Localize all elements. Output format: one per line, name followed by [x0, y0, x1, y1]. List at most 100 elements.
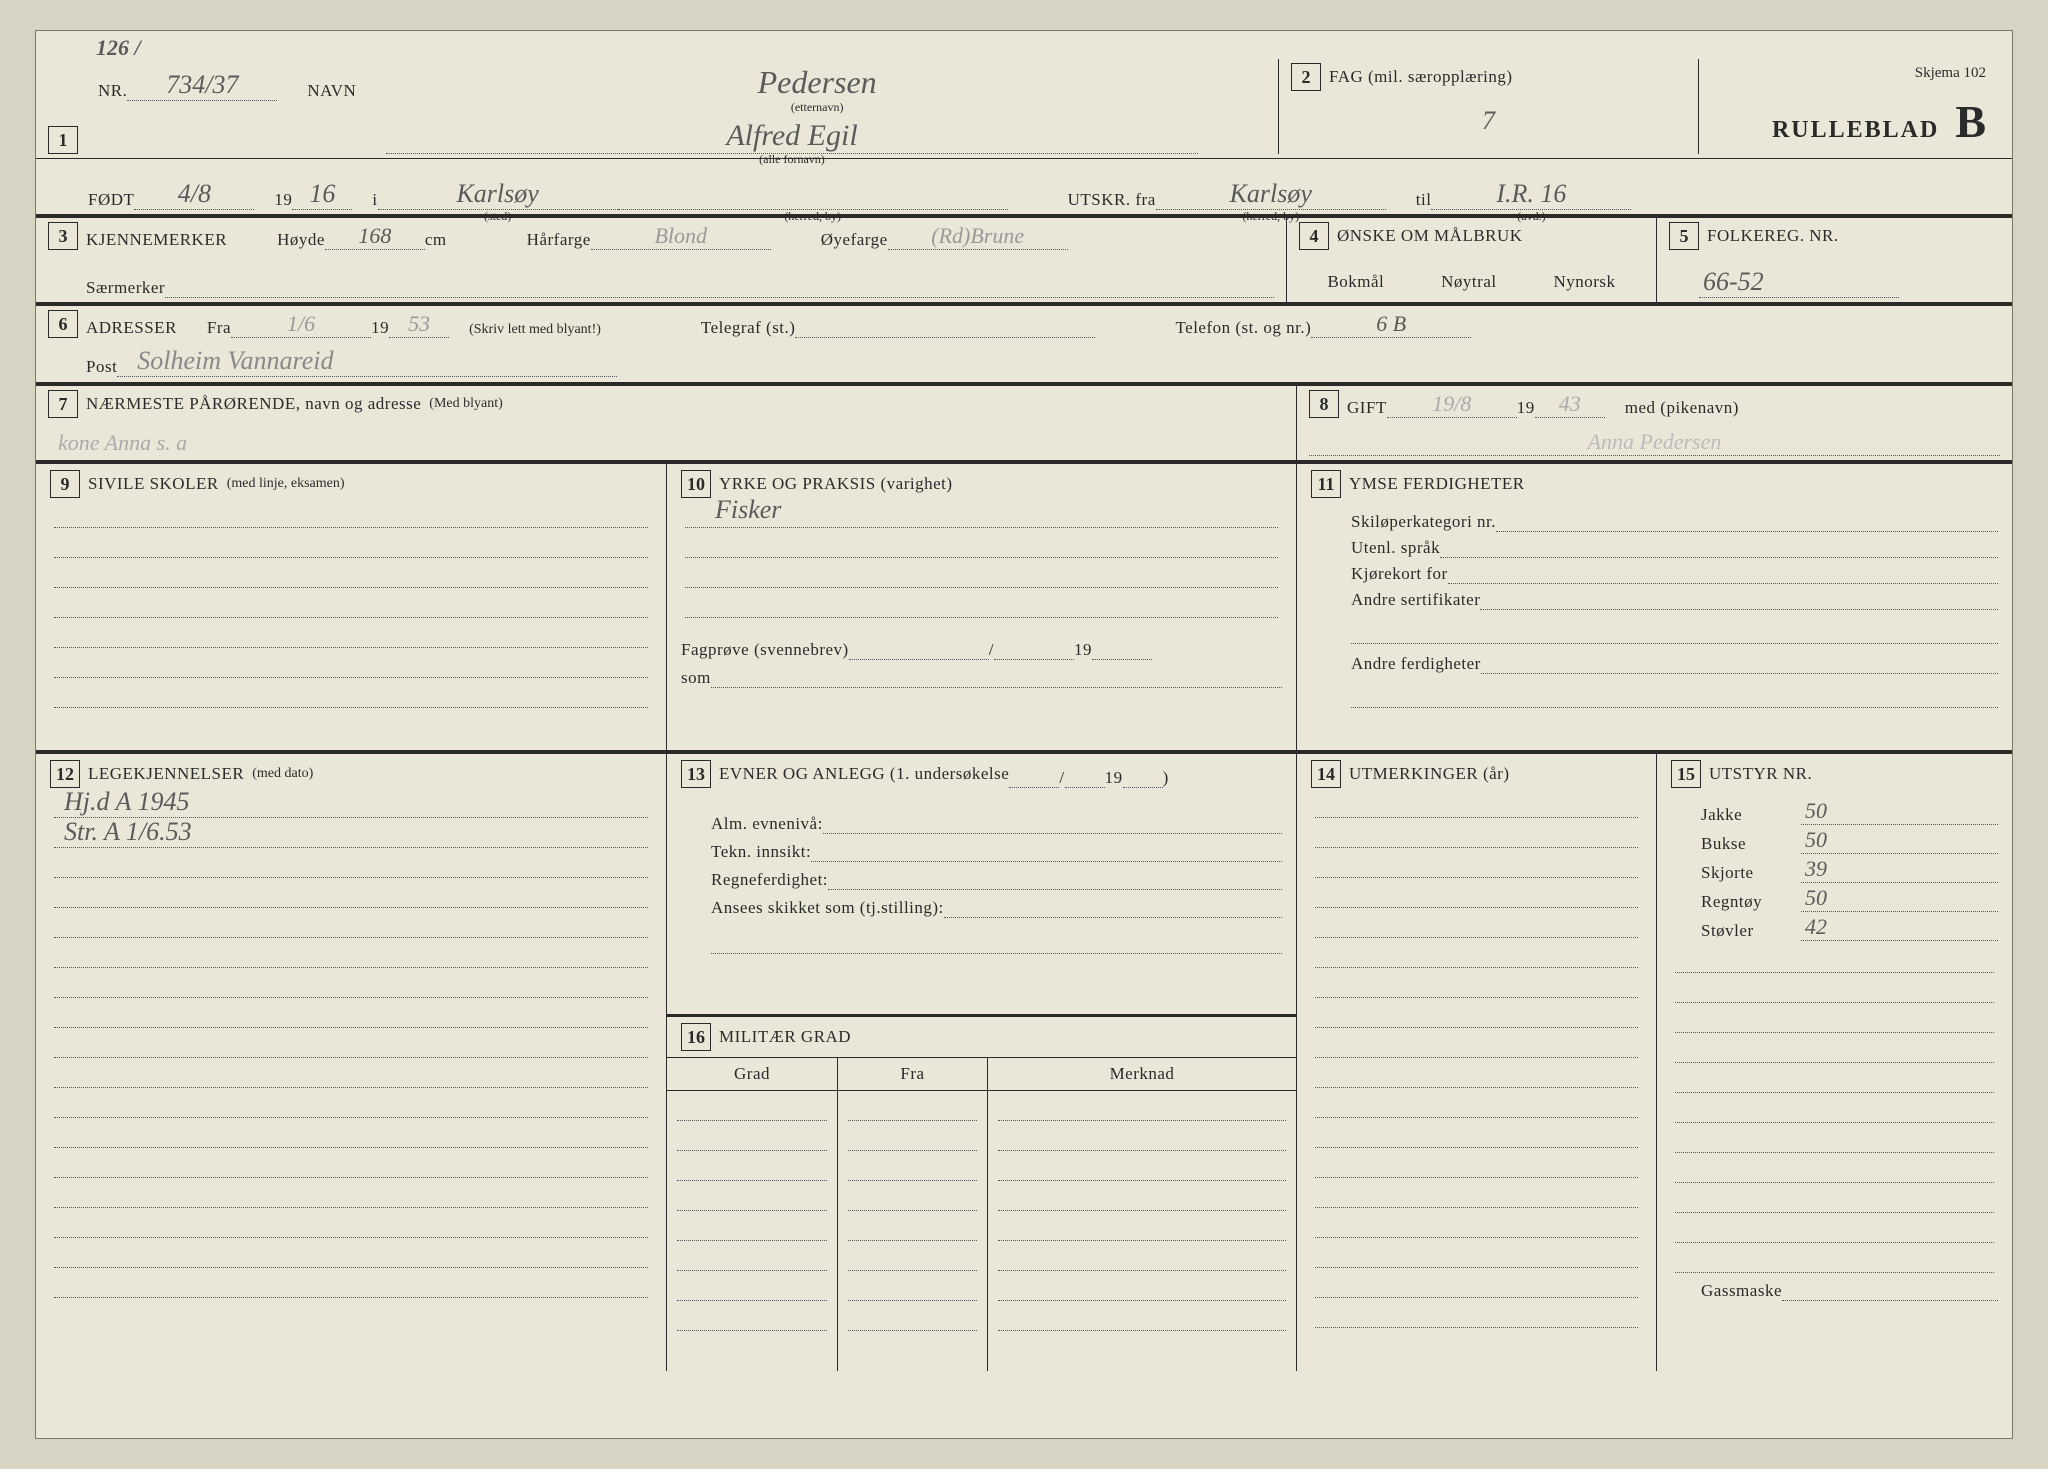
som-label: som — [681, 668, 711, 688]
fodt-sted: Karlsøy — [378, 179, 618, 210]
parorende-label: NÆRMESTE PÅRØRENDE, navn og adresse — [86, 394, 421, 414]
avd-sublabel: (avd.) — [1431, 209, 1631, 224]
fag-value: 7 — [1482, 106, 1495, 136]
kjennemerker-row: 3 KJENNEMERKER Høyde 168 cm Hårfarge Blo… — [36, 215, 2012, 303]
gift-label: GIFT — [1347, 398, 1387, 418]
alm-label: Alm. evnenivå: — [711, 814, 823, 834]
lege-line1: Hj.d A 1945 — [64, 787, 189, 817]
nr-label: NR. — [98, 81, 127, 101]
fag-label: FAG (mil. særopplæring) — [1329, 67, 1513, 87]
gift-year-prefix: 19 — [1517, 398, 1535, 418]
saermerker-label: Særmerker — [86, 278, 165, 298]
kjorekort-label: Kjørekort for — [1351, 564, 1448, 584]
folkereg-label: FOLKEREG. NR. — [1707, 226, 1839, 246]
bokmaal-label: Bokmål — [1327, 272, 1384, 292]
hoyde-label: Høyde — [277, 230, 325, 250]
onske-label: ØNSKE OM MÅLBRUK — [1337, 226, 1523, 246]
section-9-10-11: 9 SIVILE SKOLER (med linje, eksamen) 10 … — [36, 461, 2012, 751]
harfarge-value: Blond — [591, 223, 771, 250]
fra-value: 1/6 — [231, 311, 371, 338]
stovler-label: Støvler — [1701, 921, 1801, 941]
ymse-label: YMSE FERDIGHETER — [1349, 470, 1525, 498]
post-value: Solheim Vannareid — [117, 346, 617, 377]
utskr-label: UTSKR. fra — [1068, 190, 1156, 210]
box-8: 8 — [1309, 390, 1339, 418]
regntoy-val: 50 — [1801, 885, 1998, 912]
utskr-sublabel: (herred, by) — [1156, 209, 1386, 224]
parorende-sub: (Med blyant) — [429, 396, 502, 412]
grad-col3: Merknad — [987, 1058, 1296, 1090]
box-2: 2 — [1291, 63, 1321, 91]
box-5: 5 — [1669, 222, 1699, 250]
box-10: 10 — [681, 470, 711, 498]
oyefarge-label: Øyefarge — [821, 230, 888, 250]
folkereg-value: 66-52 — [1699, 267, 1899, 298]
box-15: 15 — [1671, 760, 1701, 788]
cm-label: cm — [425, 230, 447, 250]
surname-sublabel: (etternavn) — [356, 100, 1278, 115]
sertifikat-label: Andre sertifikater — [1351, 590, 1480, 610]
nynorsk-label: Nynorsk — [1553, 272, 1615, 292]
surname: Pedersen — [758, 64, 877, 100]
skoler-sub: (med linje, eksamen) — [227, 476, 345, 492]
utstyr-label: UTSTYR NR. — [1709, 760, 1812, 788]
post-label: Post — [86, 357, 117, 377]
telegraf-label: Telegraf (st.) — [701, 318, 796, 338]
section-12-to-16: 12 LEGEKJENNELSER (med dato) Hj.d A 1945… — [36, 751, 2012, 1371]
evner-label: EVNER OG ANLEGG (1. undersøkelse — [719, 760, 1009, 788]
fagprove-year: 19 — [1074, 640, 1092, 660]
lege-label: LEGEKJENNELSER — [88, 760, 244, 788]
yrke-value: Fisker — [715, 495, 781, 525]
header-row: NR. 734/37 NAVN Pedersen (etternavn) 1 A… — [36, 31, 2012, 159]
box-3: 3 — [48, 222, 78, 250]
lege-line2: Str. A 1/6.53 — [64, 817, 192, 847]
yrke-label: YRKE OG PRAKSIS (varighet) — [719, 470, 953, 498]
regntoy-label: Regntøy — [1701, 892, 1801, 912]
telefon-value: 6 B — [1311, 311, 1471, 338]
tekn-label: Tekn. innsikt: — [711, 842, 811, 862]
med-label: med (pikenavn) — [1625, 398, 1739, 418]
parorende-value: kone Anna s. a — [48, 430, 1284, 456]
skjorte-label: Skjorte — [1701, 863, 1801, 883]
til-label: til — [1416, 190, 1432, 210]
skriv-label: (Skriv lett med blyant!) — [469, 322, 601, 338]
corner-number: 126 / — [96, 35, 141, 61]
fodt-row: FØDT 4/8 19 16 i Karlsøy (sted) (herred,… — [36, 159, 2012, 215]
jakke-val: 50 — [1801, 798, 1998, 825]
navn-label: NAVN — [307, 81, 356, 101]
fra-label: Fra — [207, 318, 231, 338]
grad-label: MILITÆR GRAD — [719, 1023, 851, 1051]
gift-day: 19/8 — [1387, 391, 1517, 418]
adresser-row: 6 ADRESSER Fra 1/6 19 53 (Skriv lett med… — [36, 303, 2012, 383]
firstnames: Alfred Egil — [726, 119, 857, 152]
grad-col2: Fra — [837, 1058, 987, 1090]
hoyde-value: 168 — [325, 223, 425, 250]
gassmaske-label: Gassmaske — [1701, 1281, 1782, 1301]
box-9: 9 — [50, 470, 80, 498]
gift-year: 43 — [1535, 391, 1605, 418]
fodt-day: 4/8 — [134, 179, 254, 210]
sprak-label: Utenl. språk — [1351, 538, 1440, 558]
box-13: 13 — [681, 760, 711, 788]
herred-sublabel: (herred, by) — [618, 209, 1008, 224]
ski-label: Skiløperkategori nr. — [1351, 512, 1496, 532]
regne-label: Regneferdighet: — [711, 870, 828, 890]
noytral-label: Nøytral — [1441, 272, 1496, 292]
box-6: 6 — [48, 310, 78, 338]
skjema-label: Skjema 102 — [1915, 65, 1986, 82]
nr-value: 734/37 — [127, 70, 277, 101]
bukse-val: 50 — [1801, 827, 1998, 854]
ansees-label: Ansees skikket som (tj.stilling): — [711, 898, 944, 918]
form-b: B — [1955, 95, 1986, 148]
ferdighet-label: Andre ferdigheter — [1351, 654, 1481, 674]
med-value: Anna Pedersen — [1309, 429, 2000, 456]
skoler-label: SIVILE SKOLER — [88, 470, 219, 498]
sted-sublabel: (sted) — [378, 209, 618, 224]
harfarge-label: Hårfarge — [527, 230, 591, 250]
box-14: 14 — [1311, 760, 1341, 788]
fodt-year-prefix: 19 — [274, 190, 292, 210]
box-7: 7 — [48, 390, 78, 418]
til-value: I.R. 16 — [1431, 179, 1631, 210]
box-12: 12 — [50, 760, 80, 788]
box-4: 4 — [1299, 222, 1329, 250]
